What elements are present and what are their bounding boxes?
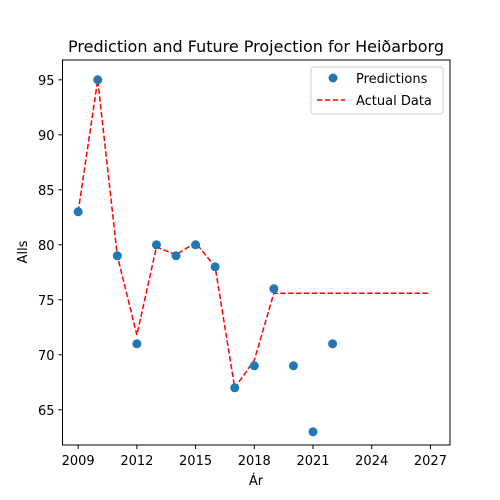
data-point bbox=[328, 339, 338, 349]
y-tick-label: 70 bbox=[38, 349, 55, 364]
data-point bbox=[249, 361, 259, 371]
data-point bbox=[230, 383, 240, 393]
x-tick-label: 2018 bbox=[238, 454, 271, 469]
y-tick-label: 65 bbox=[38, 404, 55, 419]
x-tick-label: 2027 bbox=[414, 454, 447, 469]
legend-box bbox=[310, 66, 444, 115]
data-point bbox=[171, 251, 181, 261]
series-layer bbox=[73, 75, 431, 437]
x-axis-label: Ár bbox=[249, 473, 264, 489]
data-point bbox=[73, 207, 83, 217]
x-tick-label: 2009 bbox=[62, 454, 95, 469]
data-point bbox=[288, 361, 298, 371]
data-point bbox=[308, 427, 318, 437]
y-axis: 65 70 75 80 85 90 95 bbox=[38, 74, 63, 419]
y-axis-label: Alls bbox=[16, 240, 31, 263]
data-point bbox=[210, 262, 220, 272]
legend-label-predictions: Predictions bbox=[356, 72, 428, 87]
x-tick-label: 2012 bbox=[120, 454, 153, 469]
legend-label-actual-data: Actual Data bbox=[356, 94, 432, 109]
x-axis: 2009 2012 2015 2018 2021 2024 2027 bbox=[62, 445, 447, 469]
data-point bbox=[269, 284, 279, 294]
data-point bbox=[151, 240, 161, 250]
legend: Predictions Actual Data bbox=[310, 66, 444, 115]
data-point bbox=[191, 240, 201, 250]
y-tick-label: 95 bbox=[38, 74, 55, 89]
x-tick-label: 2015 bbox=[179, 454, 212, 469]
y-tick-label: 85 bbox=[38, 184, 55, 199]
data-point bbox=[112, 251, 122, 261]
data-point bbox=[132, 339, 142, 349]
y-tick-label: 75 bbox=[38, 294, 55, 309]
plot-area bbox=[62, 60, 450, 445]
y-tick-label: 80 bbox=[38, 239, 55, 254]
series-line-actual-data bbox=[77, 79, 431, 390]
plot-frame bbox=[62, 59, 451, 446]
x-tick-label: 2021 bbox=[296, 454, 329, 469]
chart-title: Prediction and Future Projection for Hei… bbox=[68, 37, 444, 56]
data-point bbox=[93, 75, 103, 85]
legend-marker-predictions bbox=[328, 73, 338, 83]
y-tick-label: 90 bbox=[38, 129, 55, 144]
x-tick-label: 2024 bbox=[355, 454, 388, 469]
